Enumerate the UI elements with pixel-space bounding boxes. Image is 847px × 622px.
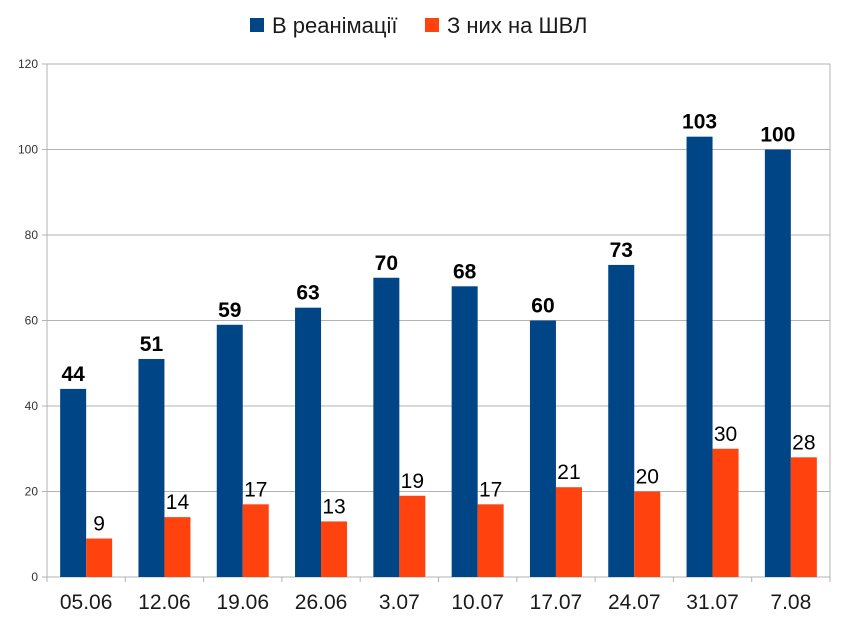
bar-icu bbox=[764, 149, 791, 577]
bar-ventilator bbox=[86, 538, 113, 577]
x-tick-label: 05.06 bbox=[60, 591, 113, 614]
x-tick-label: 31.07 bbox=[686, 591, 739, 614]
x-axis: 05.06 12.06 19.06 26.06 3.07 10.07 17.07 24.07 3… bbox=[46, 577, 831, 614]
bar-ventilator bbox=[477, 504, 504, 577]
data-label: 14 bbox=[166, 491, 190, 514]
bar-icu bbox=[608, 264, 635, 577]
bar-icu bbox=[451, 286, 478, 577]
bar-ventilator bbox=[242, 504, 269, 577]
legend: В реанімації З них на ШВЛ bbox=[250, 13, 587, 38]
y-tick-label: 40 bbox=[25, 399, 39, 413]
data-label: 60 bbox=[531, 295, 554, 318]
data-label: 44 bbox=[61, 363, 85, 386]
y-tick-label: 0 bbox=[31, 570, 38, 584]
data-label: 19 bbox=[401, 470, 424, 493]
legend-swatch bbox=[425, 18, 439, 32]
y-tick-label: 60 bbox=[25, 314, 39, 328]
bar-icu bbox=[138, 358, 165, 577]
data-label: 59 bbox=[218, 299, 241, 322]
legend-item: З них на ШВЛ bbox=[425, 13, 587, 38]
x-tick-label: 17.07 bbox=[530, 591, 583, 614]
bar-ventilator bbox=[321, 521, 348, 577]
legend-label: В реанімації bbox=[272, 13, 398, 38]
y-tick-label: 20 bbox=[25, 485, 39, 499]
y-tick-label: 120 bbox=[18, 57, 38, 71]
data-label: 9 bbox=[93, 513, 105, 536]
bar-icu bbox=[373, 277, 400, 577]
data-label: 17 bbox=[479, 478, 502, 501]
x-tick-label: 12.06 bbox=[138, 591, 191, 614]
bar-icu bbox=[529, 320, 556, 577]
bar-icu bbox=[216, 324, 243, 577]
x-tick-label: 3.07 bbox=[379, 591, 420, 614]
data-label: 20 bbox=[636, 466, 659, 489]
data-label: 28 bbox=[792, 431, 815, 454]
data-label: 70 bbox=[375, 252, 398, 275]
legend-item: В реанімації bbox=[250, 13, 398, 38]
data-label: 63 bbox=[296, 282, 319, 305]
bar-icu bbox=[295, 307, 322, 577]
x-tick-label: 10.07 bbox=[451, 591, 504, 614]
bar-icu bbox=[60, 388, 87, 577]
gridlines bbox=[42, 63, 830, 578]
x-tick-label: 26.06 bbox=[295, 591, 348, 614]
data-label: 30 bbox=[714, 423, 737, 446]
bar-ventilator bbox=[634, 491, 661, 577]
legend-swatch bbox=[250, 18, 264, 32]
bar-ventilator bbox=[164, 517, 191, 577]
y-axis: 0 20 40 60 80 100 120 bbox=[18, 57, 831, 584]
y-tick-label: 100 bbox=[18, 143, 38, 157]
y-tick-label: 80 bbox=[25, 228, 39, 242]
data-label: 51 bbox=[140, 333, 164, 356]
x-tick-label: 19.06 bbox=[216, 591, 269, 614]
bar-ventilator bbox=[399, 495, 426, 577]
data-labels: 44 51 59 63 70 68 60 73 103 100 9 14 17 13 19 17 21 20 30 2… bbox=[61, 111, 815, 536]
bar-ventilator bbox=[790, 457, 817, 577]
bar-ventilator bbox=[712, 448, 739, 577]
bars bbox=[60, 136, 817, 578]
legend-label: З них на ШВЛ bbox=[447, 13, 587, 38]
data-label: 13 bbox=[322, 495, 345, 518]
x-tick-label: 7.08 bbox=[770, 591, 811, 614]
data-label: 100 bbox=[760, 124, 795, 147]
bar-icu bbox=[686, 136, 713, 578]
data-label: 103 bbox=[682, 111, 717, 134]
data-label: 21 bbox=[557, 461, 580, 484]
x-tick-label: 24.07 bbox=[608, 591, 661, 614]
data-label: 17 bbox=[244, 478, 267, 501]
bar-ventilator bbox=[555, 487, 582, 577]
data-label: 68 bbox=[453, 260, 477, 283]
data-label: 73 bbox=[610, 239, 633, 262]
